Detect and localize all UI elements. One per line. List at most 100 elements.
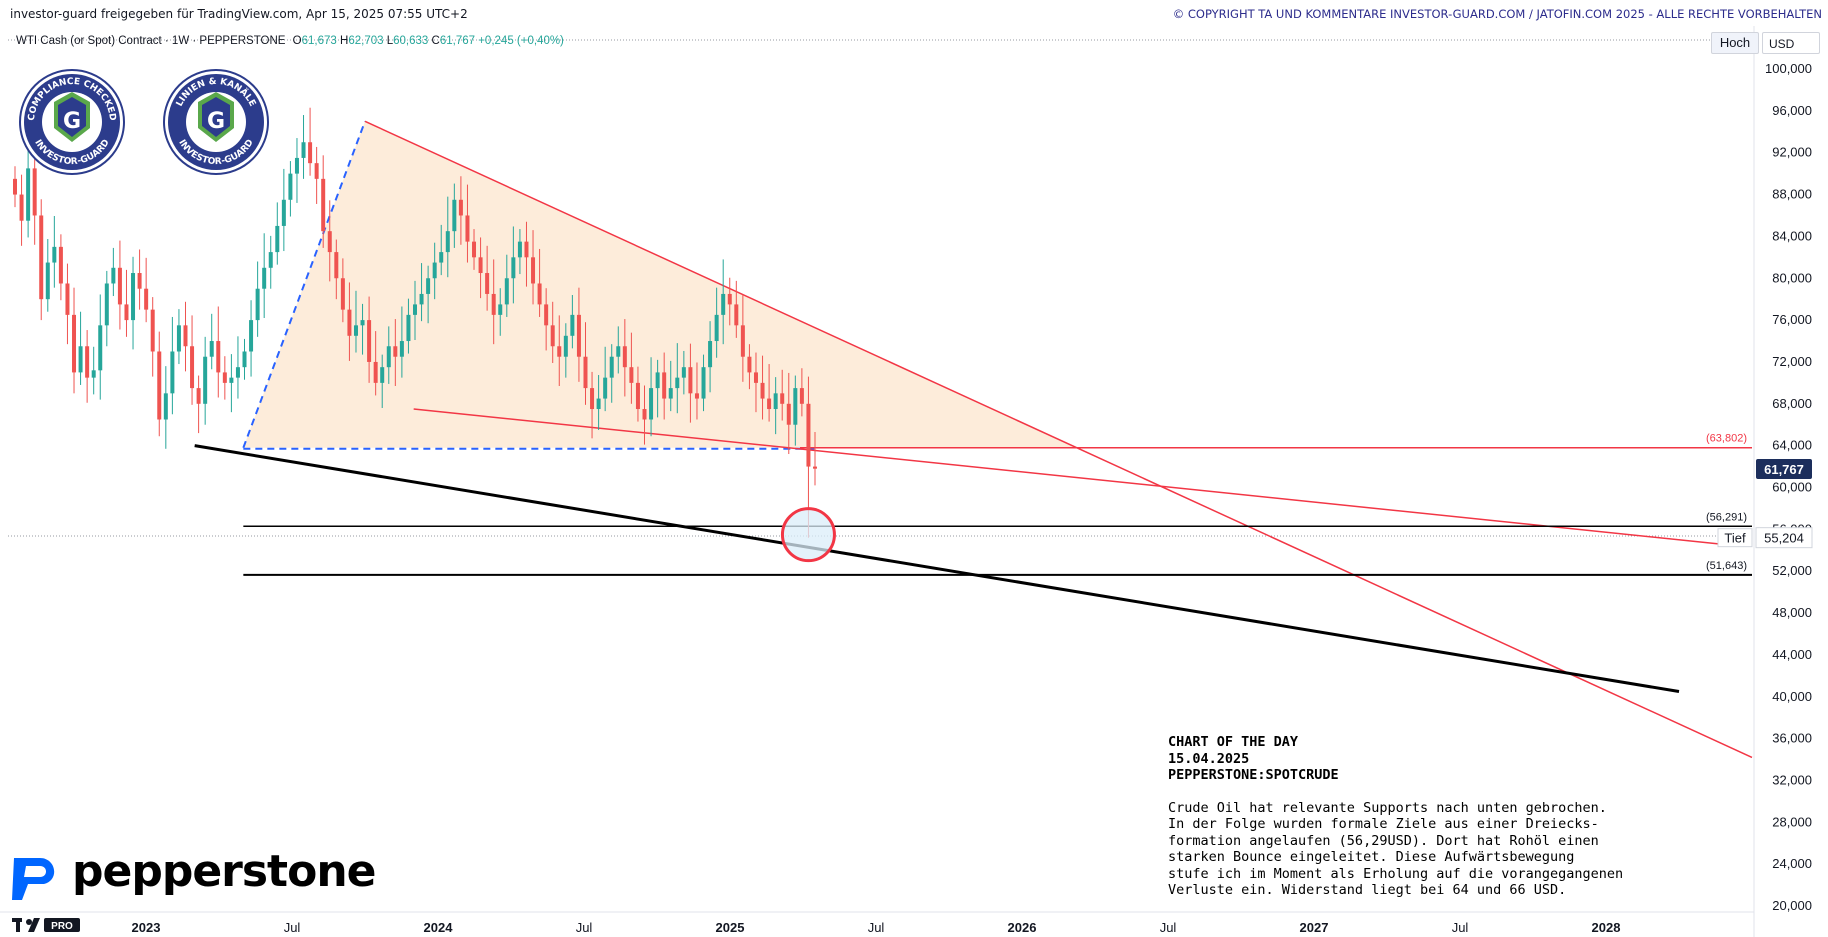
candle-body <box>694 393 699 399</box>
candle-body <box>406 314 411 342</box>
lines-channels-badge: G LINIEN & KANÄLE INVESTOR-GUARD <box>163 69 269 175</box>
candle-body <box>45 262 50 300</box>
note-symbol: PEPPERSTONE:SPOTCRUDE <box>1168 767 1339 783</box>
candle-body <box>124 304 129 321</box>
chart-of-the-day-note: CHART OF THE DAY 15.04.2025 PEPPERSTONE:… <box>1168 734 1623 899</box>
candle-body <box>675 377 680 389</box>
candle-body <box>576 314 581 357</box>
note-title: CHART OF THE DAY <box>1168 734 1299 750</box>
price-tick-label: 52,000 <box>1772 563 1812 578</box>
candle-body <box>635 382 640 410</box>
candle-body <box>78 346 83 373</box>
candle-body <box>498 304 503 315</box>
candle-body <box>216 341 221 373</box>
scale-mode-button[interactable]: Hoch <box>1711 32 1759 54</box>
note-line: In der Folge wurden formale Ziele aus ei… <box>1168 816 1599 832</box>
candle-body <box>209 341 214 357</box>
candle-body <box>472 241 477 258</box>
candle-body <box>708 341 713 368</box>
candle-body <box>740 325 745 357</box>
time-tick-label: Jul <box>576 920 593 935</box>
candle-body <box>347 309 352 336</box>
price-level-label: (56,291) <box>1706 511 1747 523</box>
price-tick-label: 84,000 <box>1772 228 1812 243</box>
candle-body <box>668 388 673 399</box>
candle-body <box>773 393 778 410</box>
candle-body <box>13 178 17 195</box>
candle-body <box>308 142 313 164</box>
candle-body <box>419 293 424 305</box>
impulse-dashed-line <box>242 120 366 449</box>
lower-trendline <box>413 408 1723 546</box>
candle-body <box>183 325 188 347</box>
candle-body <box>353 325 358 336</box>
ohlc-low: L60,633 <box>386 35 429 47</box>
candle-body <box>458 199 463 216</box>
pepperstone-logo-icon <box>12 858 55 900</box>
publish-info: investor-guard freigegeben für TradingVi… <box>10 7 468 21</box>
pepperstone-wordmark: pepperstone <box>72 846 376 897</box>
candle-body <box>413 304 417 315</box>
candle-body <box>491 293 496 315</box>
candle-body <box>294 157 299 174</box>
candle-body <box>557 346 562 357</box>
time-tick-label: 2024 <box>424 920 454 935</box>
candle-body <box>281 199 286 226</box>
symbol-legend[interactable]: WTI Cash (or Spot) Contract · 1W · PEPPE… <box>16 35 564 47</box>
top-bar: investor-guard freigegeben für TradingVi… <box>0 0 1828 26</box>
candle-body <box>517 241 522 258</box>
candle-body <box>767 398 772 410</box>
candle-body <box>327 231 332 253</box>
time-axis: 2023 Jul 2024 Jul 2025 Jul 2026 Jul 2027 Jul 2028 <box>132 920 1621 935</box>
candle-body <box>799 388 804 404</box>
candle-body <box>714 314 719 342</box>
candle-body <box>701 367 706 399</box>
time-tick-label: Jul <box>1160 920 1177 935</box>
candle-body <box>550 325 555 347</box>
price-tick-label: 44,000 <box>1772 647 1812 662</box>
candle-body <box>203 356 208 404</box>
time-tick-label: Jul <box>868 920 885 935</box>
candle-body <box>314 163 319 179</box>
candle-body <box>511 257 516 279</box>
candle-body <box>301 142 306 158</box>
price-tick-label: 48,000 <box>1772 605 1812 620</box>
candle-body <box>426 278 431 294</box>
price-tick-label: 60,000 <box>1772 480 1812 495</box>
ohlc-close: C61,767 <box>431 35 476 47</box>
candle-body <box>367 320 372 362</box>
candle-body <box>563 335 568 357</box>
candle-body <box>603 377 608 399</box>
price-level-label: (63,802) <box>1706 433 1747 445</box>
price-tick-label: 72,000 <box>1772 354 1812 369</box>
candle-body <box>524 241 529 258</box>
currency-selector[interactable]: USD <box>1762 32 1820 54</box>
price-tick-label: 40,000 <box>1772 689 1812 704</box>
candle-body <box>360 320 365 326</box>
candle-body <box>170 351 175 394</box>
ohlc-open: O61,673 <box>292 35 337 47</box>
candle-body <box>583 356 588 389</box>
candle-body <box>380 367 385 383</box>
candle-body <box>373 361 378 383</box>
support-trendline <box>194 444 1680 693</box>
candle-body <box>321 178 326 232</box>
candle-body <box>622 346 627 368</box>
candle-body <box>52 246 57 263</box>
candle-body <box>806 403 811 467</box>
candle-body <box>229 377 234 383</box>
candle-body <box>340 278 345 310</box>
candle-body <box>39 215 44 300</box>
candle-body <box>655 372 660 389</box>
note-line: starken Bounce eingeleitet. Diese Aufwär… <box>1168 849 1575 865</box>
time-tick-label: 2023 <box>132 920 161 935</box>
candle-body <box>590 388 595 410</box>
price-level-label: (51,643) <box>1706 560 1747 572</box>
candle-body <box>111 267 116 284</box>
price-tick-label: 100,000 <box>1765 61 1812 76</box>
candle-body <box>393 346 398 357</box>
candle-body <box>465 215 470 242</box>
price-tick-label: 24,000 <box>1772 856 1812 871</box>
price-axis: 100,000 96,000 92,000 88,000 84,000 80,000 76,… <box>1765 61 1812 913</box>
